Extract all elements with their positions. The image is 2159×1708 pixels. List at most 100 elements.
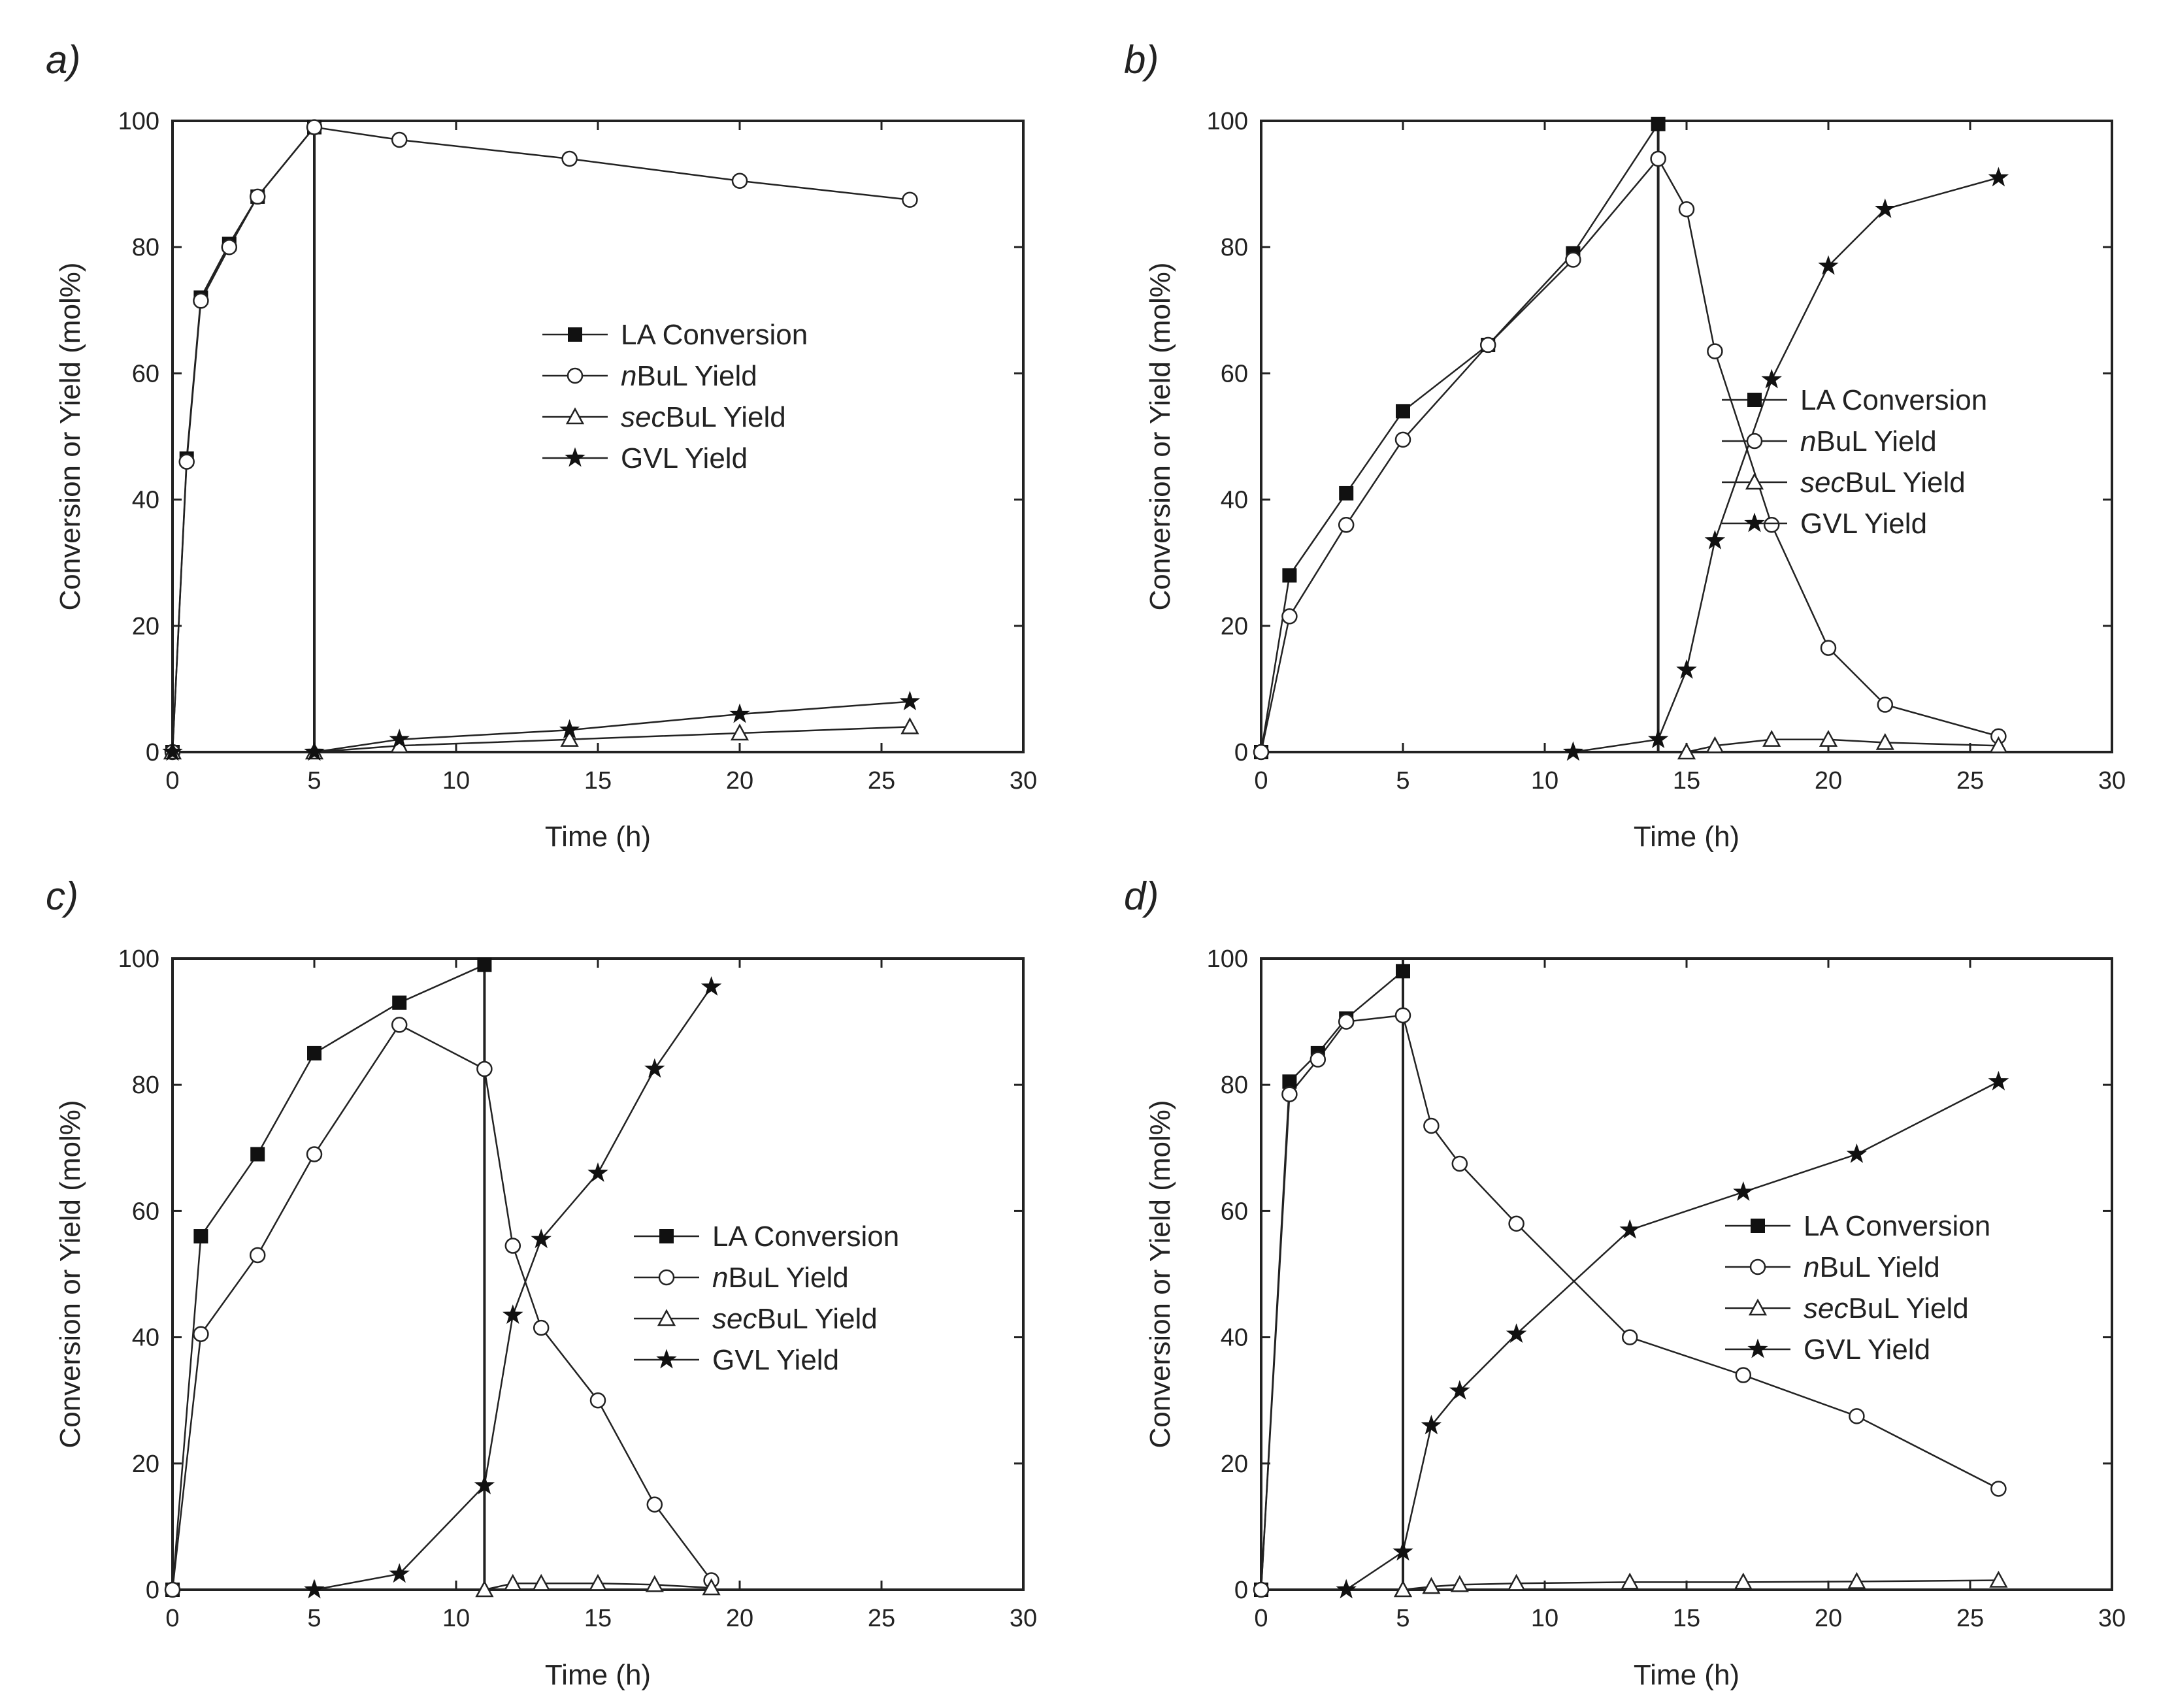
legend-label-italic: n [712,1262,728,1294]
y-tick-label: 60 [1221,1198,1248,1225]
point-secbul-yield [1507,1573,1526,1591]
point-nbul-yield [1423,1117,1440,1134]
point-gvl-yield [389,729,410,749]
point-nbul-yield [533,1319,550,1336]
point-nbul-yield [1707,343,1723,359]
y-tick-label: 20 [1221,613,1248,640]
legend-label: secBuL Yield [712,1303,878,1335]
legend-label: GVL Yield [1804,1334,1930,1366]
point-secbul-yield [532,1573,551,1591]
y-tick-label: 100 [118,108,159,135]
legend-label: GVL Yield [1800,508,1927,540]
legend-label-italic: n [1800,425,1816,457]
point-nbul-yield [646,1496,663,1513]
series-line-gvl-yield [173,700,910,753]
axis-ticks-c: 0 5 10 15 20 25 30 0 20 40 60 80 100 [118,945,1038,1632]
y-tick-label: 20 [1221,1451,1248,1478]
point-la-conversion [1339,485,1354,501]
x-tick-label: 20 [1815,767,1842,795]
series-line-la-conversion [1260,970,1404,1590]
legend-label: nBuL Yield [1804,1251,1940,1283]
legend-marker [656,1349,677,1369]
y-axis-title-c: Conversion or Yield (mol%) [54,1100,86,1448]
point-secbul-yield [1734,1572,1753,1590]
axis-ticks-a: 0 5 10 15 20 25 30 0 20 40 60 80 100 [118,108,1038,795]
panel-label-c: c) [46,874,78,918]
y-tick-label: 60 [132,1198,159,1225]
point-nbul-yield [1253,1581,1270,1598]
legend-marker [565,447,585,467]
y-tick-label: 40 [132,1324,159,1352]
x-tick-label: 15 [584,1605,612,1632]
point-secbul-yield [1989,1570,2008,1588]
legend-marker [1744,512,1765,533]
point-nbul-yield [1394,431,1411,448]
point-la-conversion [250,1147,265,1162]
series-line-secbul-yield [173,726,910,753]
point-gvl-yield [389,1563,410,1583]
legend-label-regular: BuL Yield [1816,425,1936,457]
point-secbul-yield [1422,1577,1441,1594]
x-axis-title-a: Time (h) [545,821,651,853]
point-gvl-yield [559,719,580,739]
legend-label-italic: n [621,360,636,392]
point-secbul-yield [1762,730,1781,747]
legend-label-regular: LA Conversion [712,1221,899,1253]
point-la-conversion [193,1229,208,1244]
x-tick-label: 0 [165,1605,179,1632]
x-tick-label: 0 [1254,767,1268,795]
legend-label: LA Conversion [1800,384,1987,416]
plot-marks-c [164,957,722,1599]
point-nbul-yield [221,238,238,255]
legend-label-regular: GVL Yield [1800,508,1927,540]
point-gvl-yield [474,1475,495,1494]
panel-label-d: d) [1124,874,1159,918]
y-axis-title-a: Conversion or Yield (mol%) [54,262,86,610]
legend-label-italic: sec [1804,1292,1848,1324]
point-gvl-yield [1875,198,1896,218]
y-tick-label: 40 [1221,487,1248,514]
axis-ticks-d: 0 5 10 15 20 25 30 0 20 40 60 80 100 [1207,945,2126,1632]
legend-marker [1747,393,1762,407]
point-nbul-yield [1877,697,1894,713]
series-line-nbul-yield [171,126,910,753]
x-axis-title-c: Time (h) [545,1659,651,1691]
x-tick-label: 0 [165,767,179,795]
point-nbul-yield [1338,1013,1355,1030]
point-gvl-yield [1733,1181,1754,1201]
y-tick-label: 80 [1221,234,1248,261]
x-tick-label: 10 [1531,1605,1558,1632]
point-nbul-yield [476,1060,493,1077]
legend-label-regular: LA Conversion [1800,384,1987,416]
legend-label: secBuL Yield [1800,467,1966,499]
point-nbul-yield [731,172,748,189]
point-gvl-yield [1818,255,1839,275]
point-nbul-yield [1650,150,1666,167]
x-tick-label: 15 [584,767,612,795]
series-line-gvl-yield [314,986,712,1591]
point-la-conversion [1651,116,1666,131]
point-secbul-yield [1847,1571,1866,1589]
x-tick-label: 5 [307,767,321,795]
x-tick-label: 5 [1396,767,1409,795]
legend-marker [1748,1298,1768,1316]
x-tick-label: 20 [1815,1605,1842,1632]
x-tick-label: 30 [1010,767,1037,795]
point-gvl-yield [1676,659,1697,679]
panel-d: d) Time (h) Conversion or Yield (mol%) 0… [1124,874,2126,1691]
point-gvl-yield [531,1228,552,1249]
legend-label-regular: BuL Yield [636,360,757,392]
point-la-conversion [392,995,407,1010]
legend-label: secBuL Yield [621,401,786,433]
point-secbul-yield [1819,730,1838,747]
point-secbul-yield [588,1573,608,1591]
point-nbul-yield [1820,640,1837,656]
legend-label-regular: BuL Yield [728,1262,848,1294]
point-gvl-yield [1761,369,1782,389]
x-tick-label: 10 [1531,767,1558,795]
point-gvl-yield [1336,1579,1357,1599]
point-secbul-yield [1706,736,1724,753]
plot-marks-b [1253,116,2009,761]
legend-label: nBuL Yield [712,1262,849,1294]
